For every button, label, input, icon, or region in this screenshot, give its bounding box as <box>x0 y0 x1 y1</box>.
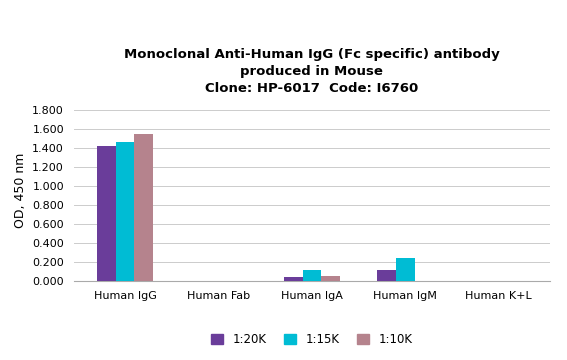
Bar <box>116 141 134 281</box>
Bar <box>321 276 340 281</box>
Bar <box>134 134 153 281</box>
Legend: 1:20K, 1:15K, 1:10K: 1:20K, 1:15K, 1:10K <box>206 328 417 351</box>
Title: Monoclonal Anti-Human IgG (Fc specific) antibody
produced in Mouse
Clone: HP-601: Monoclonal Anti-Human IgG (Fc specific) … <box>124 49 500 95</box>
Bar <box>97 146 116 281</box>
Y-axis label: OD, 450 nm: OD, 450 nm <box>14 153 27 229</box>
Bar <box>303 270 321 281</box>
Bar <box>396 258 414 281</box>
Bar <box>284 277 303 281</box>
Bar <box>377 270 396 281</box>
